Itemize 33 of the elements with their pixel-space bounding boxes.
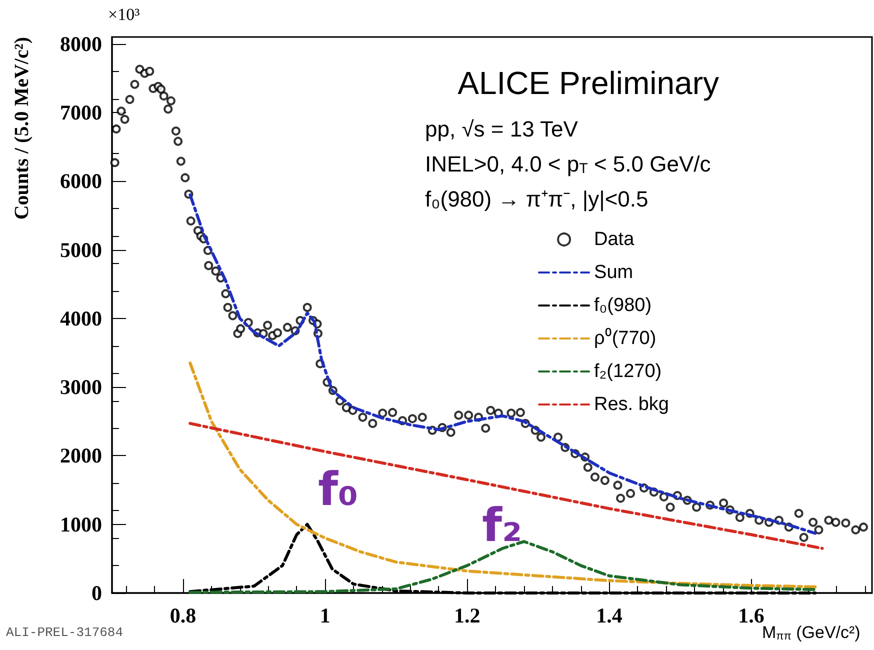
legend-label: ρ⁰(770): [594, 327, 656, 349]
y-tick-label: 5000: [60, 238, 102, 262]
annotation: INEL>0, 4.0 < pT < 5.0 GeV/c: [425, 152, 711, 177]
x-tick-label: 1: [320, 604, 330, 628]
y-tick-label: 3000: [60, 375, 102, 400]
legend-label: f₀(980): [594, 295, 652, 316]
text: ALICE Preliminary: [458, 65, 719, 101]
y-tick-label: 1000: [60, 512, 102, 536]
annotation: f₂: [482, 498, 522, 552]
legend-label: f₂(1270): [594, 361, 662, 382]
line-series: [188, 540, 817, 594]
x-tick-label: 1.4: [596, 604, 623, 628]
y-tick-label: 7000: [60, 100, 102, 125]
x-axis-title: Mππ (GeV/c²): [762, 623, 860, 642]
legend-label: Res. bkg: [594, 394, 670, 415]
legend-label: Data: [594, 229, 635, 250]
x-tick-label: 0.8: [170, 604, 196, 628]
y-tick-label: 4000: [60, 306, 102, 330]
x-tick-label: 1.2: [454, 604, 480, 628]
y-tick-label: 6000: [60, 169, 102, 194]
y-tick-label: 0: [92, 581, 102, 605]
y-tick-label: 8000: [60, 32, 102, 56]
x-tick-label: 1.6: [738, 604, 764, 628]
annotation: f₀: [318, 462, 358, 516]
annotation: pp, √s = 13 TeV: [425, 116, 578, 142]
line-series: [188, 422, 824, 550]
line-series: [188, 362, 817, 588]
text: ALI-PREL-317684: [6, 625, 124, 640]
text: ×10³: [108, 5, 140, 24]
y-tick-label: 2000: [60, 444, 102, 468]
y-axis-title: Counts / (5.0 MeV/c²): [11, 37, 33, 220]
legend-label: Sum: [594, 262, 634, 283]
annotation: f₀(980) → π⁺π⁻, |y|<0.5: [425, 186, 648, 212]
